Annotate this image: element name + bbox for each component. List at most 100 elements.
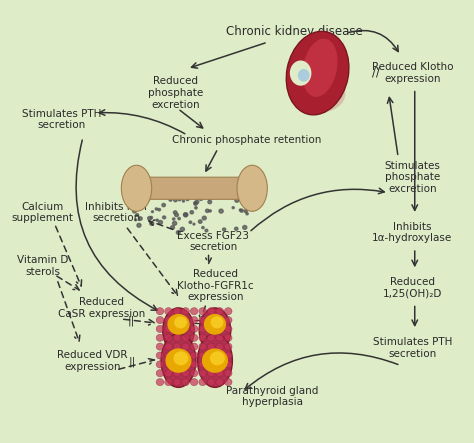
Ellipse shape [225,317,232,323]
Text: Reduced
phosphate
excretion: Reduced phosphate excretion [148,77,203,109]
Text: Inhibits PTH
secretion: Inhibits PTH secretion [85,202,147,223]
Text: Chronic phosphate retention: Chronic phosphate retention [172,135,321,144]
Text: Inhibits
1α-hydroxylase: Inhibits 1α-hydroxylase [372,222,453,243]
Ellipse shape [182,343,190,350]
Circle shape [183,213,188,217]
Circle shape [150,216,153,219]
Text: Stimulates
phosphate
excretion: Stimulates phosphate excretion [384,161,440,194]
Circle shape [136,214,138,217]
Ellipse shape [182,369,190,377]
Circle shape [158,221,163,224]
Ellipse shape [173,308,181,315]
Text: Reduced
CaSR expression: Reduced CaSR expression [58,297,146,319]
Text: Chronic kidney disease: Chronic kidney disease [226,24,362,38]
Ellipse shape [225,352,232,359]
Text: //: // [372,65,380,78]
Ellipse shape [208,343,215,350]
Ellipse shape [191,352,198,359]
Ellipse shape [163,308,194,353]
Circle shape [135,219,137,221]
Ellipse shape [191,369,198,377]
Circle shape [180,227,184,231]
Ellipse shape [208,378,215,385]
Circle shape [152,211,154,213]
Ellipse shape [191,334,198,342]
Circle shape [158,209,161,211]
Circle shape [173,218,175,220]
Ellipse shape [199,308,231,353]
Ellipse shape [286,31,349,115]
Ellipse shape [208,352,215,359]
Circle shape [156,219,158,221]
Circle shape [146,198,150,201]
Circle shape [174,213,178,217]
Ellipse shape [208,308,215,315]
Circle shape [193,223,195,225]
Ellipse shape [199,369,207,377]
Ellipse shape [225,343,232,350]
Ellipse shape [199,378,207,385]
Ellipse shape [191,343,198,350]
Circle shape [186,198,189,201]
Circle shape [239,209,242,211]
Ellipse shape [216,317,224,323]
Circle shape [206,209,209,213]
Circle shape [168,315,189,334]
Circle shape [131,205,135,209]
Circle shape [189,221,191,223]
Ellipse shape [165,334,173,342]
Circle shape [162,203,165,207]
Circle shape [171,225,174,229]
Circle shape [174,352,188,365]
Ellipse shape [165,352,173,359]
Circle shape [208,200,211,204]
Ellipse shape [165,326,173,332]
Ellipse shape [199,361,207,368]
Circle shape [246,213,248,215]
Circle shape [210,352,224,365]
Text: Vitamin D
sterols: Vitamin D sterols [17,255,68,276]
Text: Parathyroid gland
hyperplasia: Parathyroid gland hyperplasia [227,386,319,407]
Ellipse shape [199,308,207,315]
Ellipse shape [121,165,152,211]
Circle shape [235,227,238,230]
Ellipse shape [225,308,232,315]
Circle shape [194,202,197,205]
Ellipse shape [208,326,215,332]
Ellipse shape [290,75,345,113]
Ellipse shape [156,326,164,332]
Ellipse shape [225,334,232,342]
Circle shape [208,198,210,200]
Ellipse shape [182,378,190,385]
Ellipse shape [216,326,224,332]
Text: Reduced
1,25(OH)₂D: Reduced 1,25(OH)₂D [383,277,442,299]
Circle shape [205,229,208,232]
Ellipse shape [182,352,190,359]
Ellipse shape [165,369,173,377]
Ellipse shape [216,378,224,385]
Ellipse shape [237,165,267,211]
Ellipse shape [199,326,207,332]
Ellipse shape [173,317,181,323]
Ellipse shape [165,378,173,385]
Ellipse shape [173,334,181,342]
Ellipse shape [173,326,181,332]
Ellipse shape [165,361,173,368]
Text: Stimulates PTH
secretion: Stimulates PTH secretion [373,337,452,358]
Circle shape [195,200,199,204]
Circle shape [199,197,203,200]
Ellipse shape [216,369,224,377]
Ellipse shape [290,61,311,86]
Ellipse shape [182,308,190,315]
Ellipse shape [173,369,181,377]
Circle shape [175,317,186,328]
Ellipse shape [161,334,196,387]
Ellipse shape [191,378,198,385]
Circle shape [211,317,223,328]
Ellipse shape [198,334,232,387]
Ellipse shape [191,326,198,332]
Ellipse shape [216,334,224,342]
Text: =: = [192,317,204,331]
Circle shape [232,207,234,209]
Circle shape [136,201,139,204]
